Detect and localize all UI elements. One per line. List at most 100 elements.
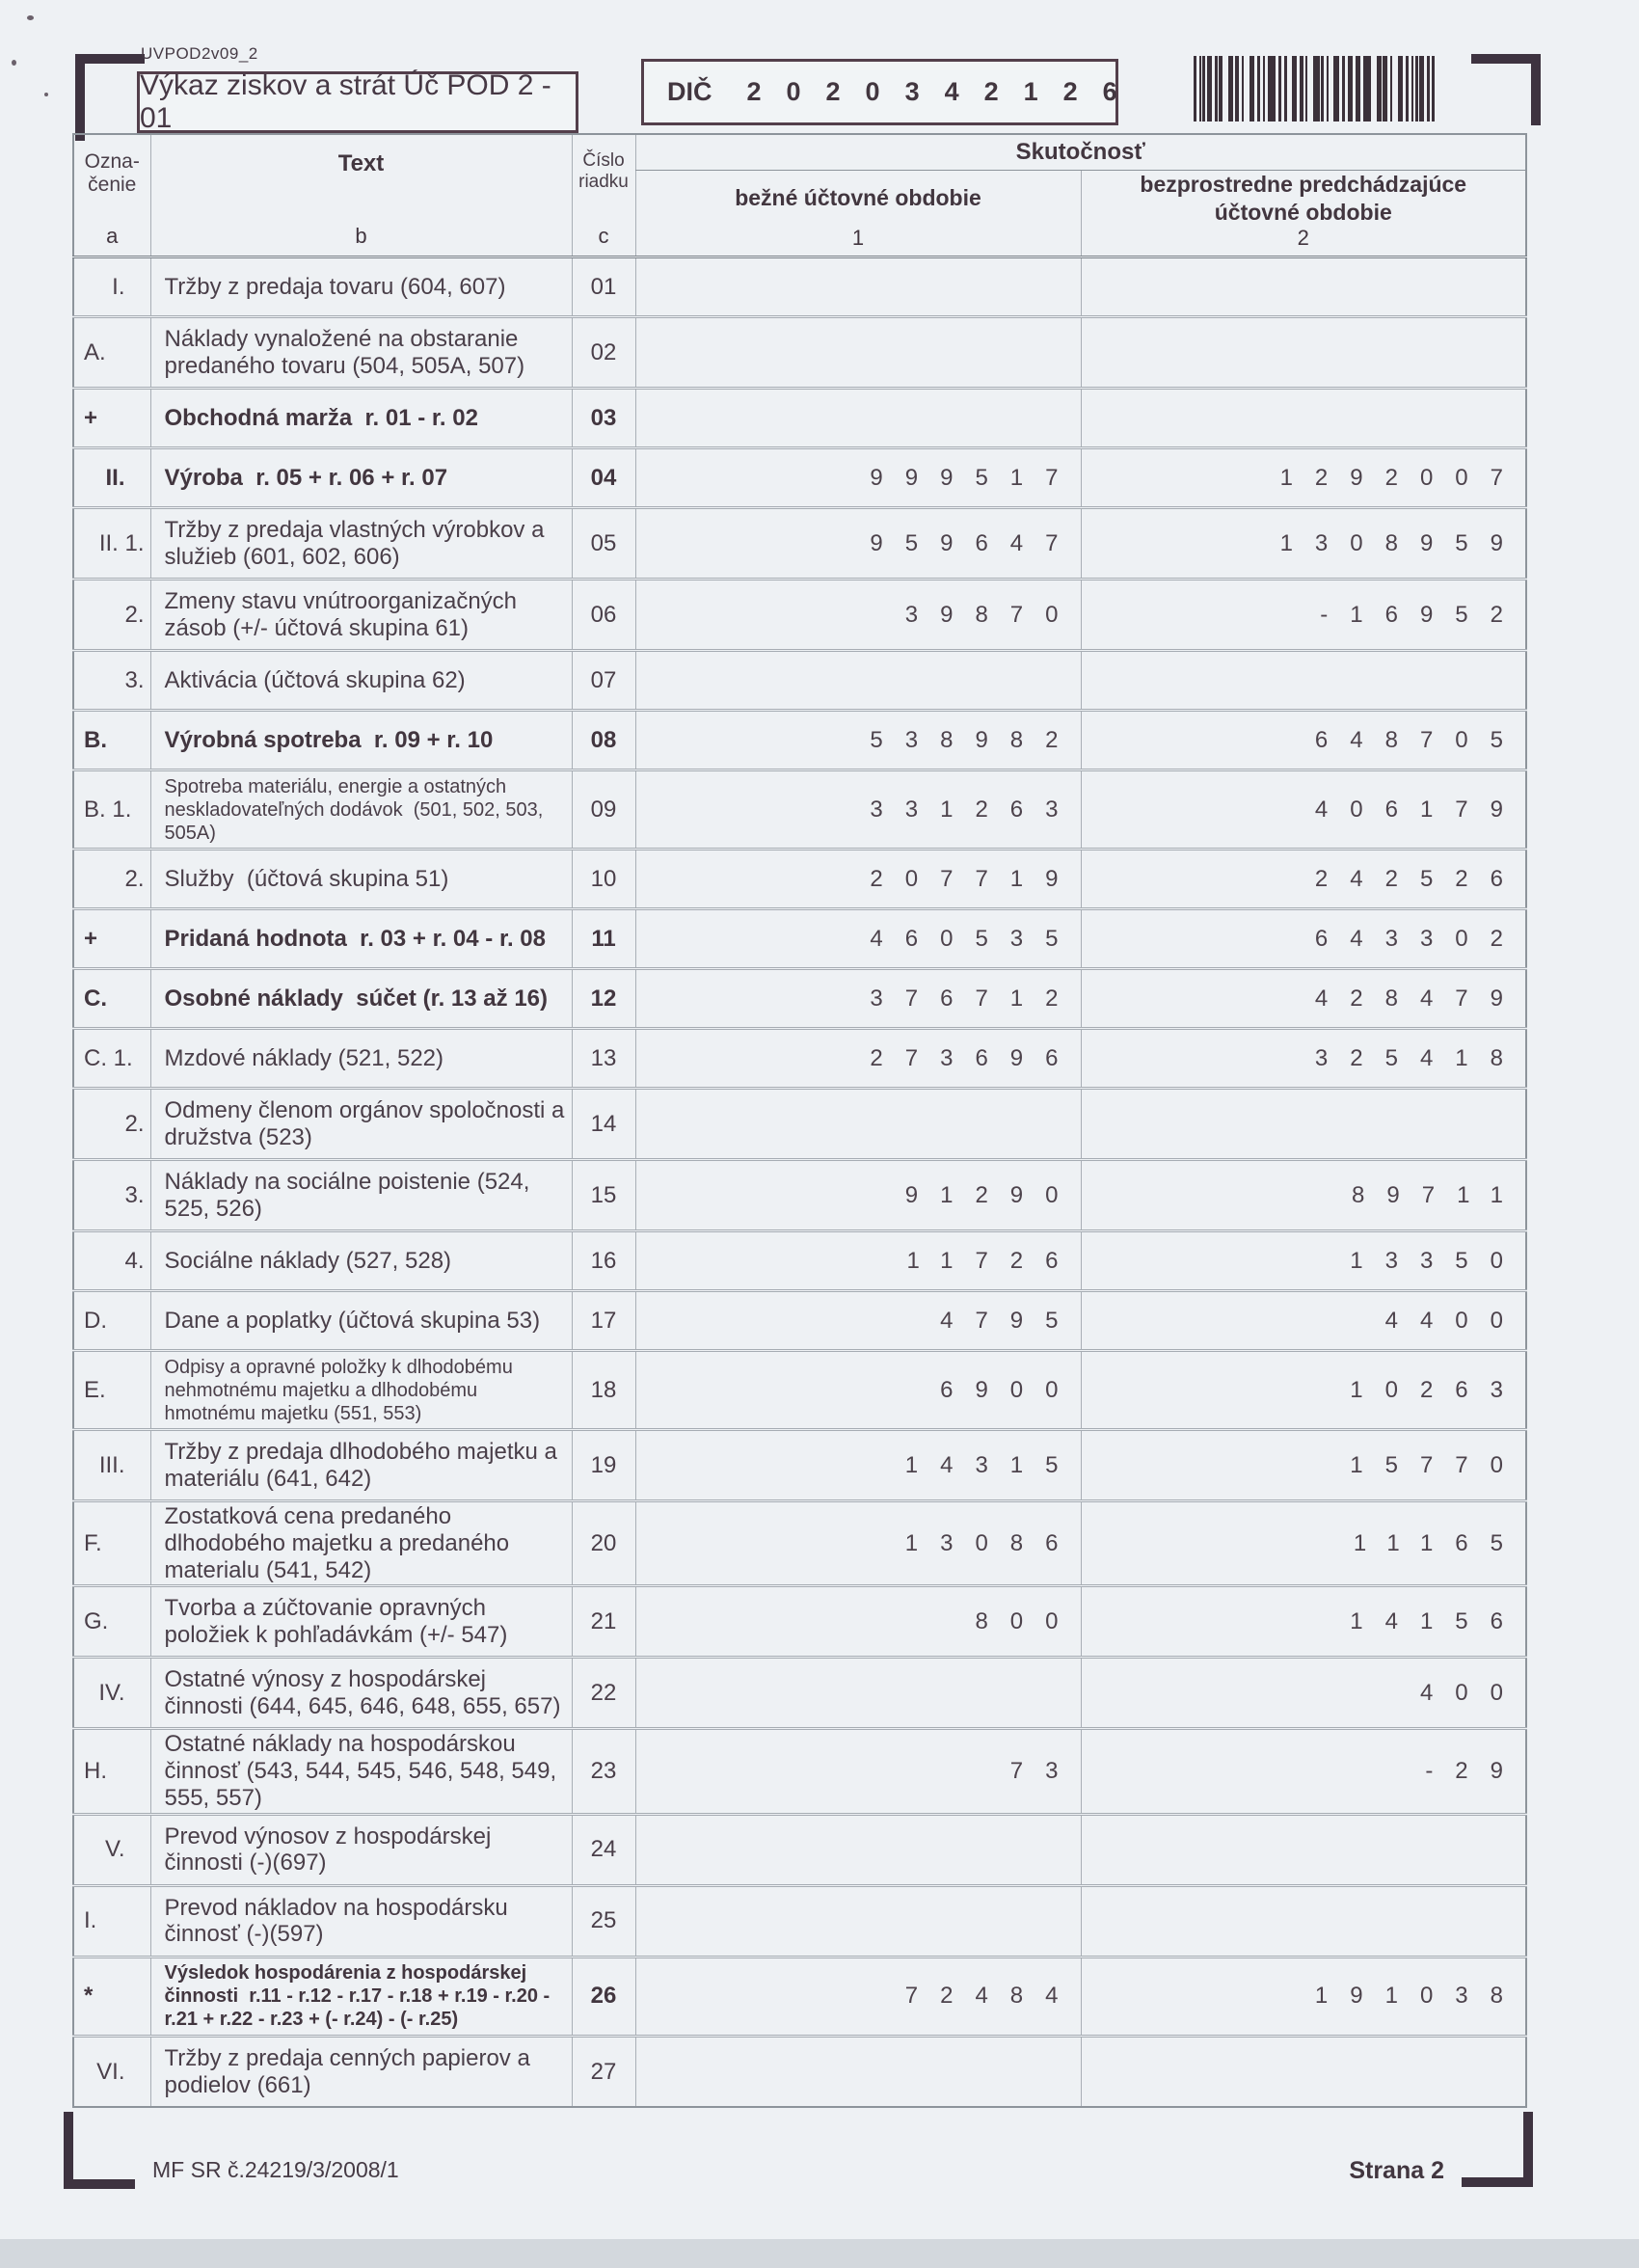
table-row: 2. Odmeny členom orgánov spoločnosti a d… — [72, 1087, 1526, 1160]
line-number-cell: 01 — [571, 256, 635, 317]
header-text-column: Text b — [149, 134, 572, 258]
designation-cell: III. — [72, 1428, 150, 1501]
item-text-cell: Pridaná hodnota r. 03 + r. 04 - r. 08 — [149, 907, 572, 969]
table-row: V. Prevod výnosov z hospodárskej činnost… — [72, 1812, 1526, 1886]
current-period-value-cell: 91290 — [634, 1158, 1081, 1231]
header-previous-period-label: bezprostredne predchádzajúce účtovné obd… — [1140, 172, 1467, 225]
crop-mark-top-left-icon — [75, 54, 145, 141]
profit-loss-table: Ozna-čenie a Text b Číslo riadku c — [72, 133, 1527, 2109]
item-text-cell: Tržby z predaja tovaru (604, 607) — [149, 256, 572, 317]
form-title: Výkaz ziskov a strát Úč POD 2 - 01 — [140, 69, 551, 134]
previous-period-value-cell — [1080, 315, 1526, 389]
barcode-icon — [1194, 56, 1435, 122]
line-number-cell: 07 — [571, 649, 635, 711]
table-row: A. Náklady vynaložené na obstaranie pred… — [72, 315, 1526, 389]
previous-period-value-cell: 643302 — [1080, 907, 1526, 969]
current-period-value-cell — [634, 1087, 1081, 1160]
table-body: I. Tržby z predaja tovaru (604, 607) 01 … — [72, 256, 1526, 2108]
previous-period-value-cell: 4400 — [1080, 1289, 1526, 1351]
table-row: 3. Náklady na sociálne poistenie (524, 5… — [72, 1158, 1526, 1231]
table-row: C. Osobné náklady súčet (r. 13 až 16) 12… — [72, 967, 1526, 1029]
item-text-cell: Náklady na sociálne poistenie (524, 525,… — [149, 1158, 572, 1231]
item-text-cell: Mzdové náklady (521, 522) — [149, 1027, 572, 1089]
line-number-cell: 12 — [571, 967, 635, 1029]
current-period-value-cell: 959647 — [634, 506, 1081, 580]
current-period-value-cell: 73 — [634, 1727, 1081, 1815]
current-period-value-cell: 13086 — [634, 1498, 1081, 1586]
designation-cell: A. — [72, 315, 150, 389]
line-number-cell: 08 — [571, 709, 635, 770]
item-text-cell: Dane a poplatky (účtová skupina 53) — [149, 1289, 572, 1351]
header-current-period-column: bežné účtovné obdobie 1 — [634, 170, 1081, 258]
previous-period-value-cell: 325418 — [1080, 1027, 1526, 1089]
line-number-cell: 27 — [571, 2034, 635, 2108]
table-row: I. Prevod nákladov na hospodársku činnos… — [72, 1883, 1526, 1958]
dic-value: 2020342126 — [746, 77, 1142, 106]
line-number-cell: 06 — [571, 578, 635, 651]
previous-period-value-cell: 1308959 — [1080, 506, 1526, 580]
header-text-label: Text — [337, 150, 385, 176]
crop-mark-top-right-icon — [1471, 54, 1541, 125]
header-line-number-column: Číslo riadku c — [571, 134, 635, 258]
designation-cell: 2. — [72, 1087, 150, 1160]
designation-cell: E. — [72, 1349, 150, 1430]
current-period-value-cell: 207719 — [634, 848, 1081, 909]
table-row: D. Dane a poplatky (účtová skupina 53) 1… — [72, 1289, 1526, 1351]
designation-cell: IV. — [72, 1656, 150, 1729]
line-number-cell: 26 — [571, 1955, 635, 2037]
crop-mark-bottom-left-icon — [64, 2112, 135, 2189]
table-row: II. 1. Tržby z predaja vlastných výrobko… — [72, 506, 1526, 580]
item-text-cell: Obchodná marža r. 01 - r. 02 — [149, 387, 572, 448]
table-row: E. Odpisy a opravné položky k dlhodobému… — [72, 1349, 1526, 1430]
item-text-cell: Prevod nákladov na hospodársku činnosť (… — [149, 1883, 572, 1958]
previous-period-value-cell: 89711 — [1080, 1158, 1526, 1231]
designation-cell: VI. — [72, 2034, 150, 2108]
designation-cell: D. — [72, 1289, 150, 1351]
previous-period-value-cell — [1080, 387, 1526, 448]
table-header: Ozna-čenie a Text b Číslo riadku c — [72, 134, 1526, 258]
designation-cell: V. — [72, 1812, 150, 1886]
item-text-cell: Služby (účtová skupina 51) — [149, 848, 572, 909]
designation-cell: 3. — [72, 649, 150, 711]
line-number-cell: 23 — [571, 1727, 635, 1815]
previous-period-value-cell: 13350 — [1080, 1229, 1526, 1291]
line-number-cell: 19 — [571, 1428, 635, 1501]
current-period-value-cell: 72484 — [634, 1955, 1081, 2037]
previous-period-value-cell: 191038 — [1080, 1955, 1526, 2037]
line-number-cell: 20 — [571, 1498, 635, 1586]
designation-cell: II. — [72, 446, 150, 508]
previous-period-value-cell: -16952 — [1080, 578, 1526, 651]
item-text-cell: Ostatné náklady na hospodárskou činnosť … — [149, 1727, 572, 1815]
current-period-value-cell: 999517 — [634, 446, 1081, 508]
form-title-box: Výkaz ziskov a strát Úč POD 2 - 01 — [137, 69, 578, 134]
line-number-cell: 17 — [571, 1289, 635, 1351]
current-period-value-cell: 14315 — [634, 1428, 1081, 1501]
header-letter-c: c — [598, 224, 609, 248]
table-row: B. Výrobná spotreba r. 09 + r. 10 08 538… — [72, 709, 1526, 770]
item-text-cell: Výroba r. 05 + r. 06 + r. 07 — [149, 446, 572, 508]
table-row: 3. Aktivácia (účtová skupina 62) 07 — [72, 649, 1526, 711]
item-text-cell: Odpisy a opravné položky k dlhodobému ne… — [149, 1349, 572, 1430]
header-line-number-label: Číslo riadku — [578, 150, 629, 192]
previous-period-value-cell — [1080, 1812, 1526, 1886]
current-period-value-cell: 6900 — [634, 1349, 1081, 1430]
designation-cell: H. — [72, 1727, 150, 1815]
line-number-cell: 04 — [571, 446, 635, 508]
designation-cell: 2. — [72, 578, 150, 651]
designation-cell: G. — [72, 1584, 150, 1658]
designation-cell: * — [72, 1955, 150, 2037]
line-number-cell: 14 — [571, 1087, 635, 1160]
item-text-cell: Sociálne náklady (527, 528) — [149, 1229, 572, 1291]
table-row: I. Tržby z predaja tovaru (604, 607) 01 — [72, 256, 1526, 317]
current-period-value-cell: 376712 — [634, 967, 1081, 1029]
item-text-cell: Prevod výnosov z hospodárskej činnosti (… — [149, 1812, 572, 1886]
current-period-value-cell — [634, 387, 1081, 448]
header-current-period-label: bežné účtovné obdobie — [735, 185, 981, 211]
dic-label: DIČ — [667, 77, 712, 106]
table-row: 2. Služby (účtová skupina 51) 10 207719 … — [72, 848, 1526, 909]
table-row: 4. Sociálne náklady (527, 528) 16 11726 … — [72, 1229, 1526, 1291]
item-text-cell: Náklady vynaložené na obstaranie predané… — [149, 315, 572, 389]
designation-cell: II. 1. — [72, 506, 150, 580]
designation-cell: I. — [72, 256, 150, 317]
previous-period-value-cell: 400 — [1080, 1656, 1526, 1729]
